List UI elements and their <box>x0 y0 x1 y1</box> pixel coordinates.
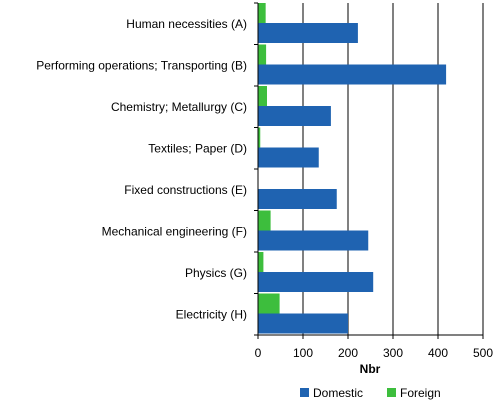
x-tick-label-0: 0 <box>255 346 262 360</box>
bar-foreign-5 <box>258 210 271 231</box>
legend-label-foreign: Foreign <box>400 386 441 400</box>
bar-foreign-7 <box>258 293 280 314</box>
x-tick-label-100: 100 <box>293 346 313 360</box>
bar-foreign-1 <box>258 44 267 65</box>
category-label-7: Electricity (H) <box>176 307 247 321</box>
legend: Domestic Foreign <box>300 386 441 400</box>
bar-domestic-4 <box>258 189 337 209</box>
x-tick-label-400: 400 <box>428 346 448 360</box>
x-tick-label-200: 200 <box>338 346 358 360</box>
bar-domestic-1 <box>258 64 447 85</box>
category-label-0: Human necessities (A) <box>126 17 247 31</box>
bar-domestic-0 <box>258 23 358 43</box>
x-tick-label-500: 500 <box>473 346 493 360</box>
category-labels: Human necessities (A) Performing operatio… <box>36 17 247 322</box>
x-tick-labels: 0 100 200 300 400 500 <box>255 346 494 360</box>
bar-foreign-2 <box>258 86 267 106</box>
legend-label-domestic: Domestic <box>313 386 363 400</box>
category-label-3: Textiles; Paper (D) <box>148 141 247 155</box>
bar-domestic-7 <box>258 313 348 334</box>
category-label-5: Mechanical engineering (F) <box>102 224 247 238</box>
axes <box>254 2 484 339</box>
x-axis-title: Nbr <box>360 362 381 376</box>
legend-swatch-domestic <box>300 388 309 397</box>
bar-foreign-0 <box>258 3 266 23</box>
bar-domestic-5 <box>258 230 369 251</box>
bar-domestic-6 <box>258 272 374 292</box>
bars <box>258 3 447 334</box>
bar-domestic-3 <box>258 147 319 168</box>
category-label-6: Physics (G) <box>185 266 247 280</box>
x-tick-label-300: 300 <box>383 346 403 360</box>
category-label-1: Performing operations; Transporting (B) <box>36 58 247 72</box>
bar-foreign-6 <box>258 252 264 272</box>
bar-foreign-3 <box>258 127 261 148</box>
category-label-2: Chemistry; Metallurgy (C) <box>111 100 247 114</box>
legend-swatch-foreign <box>387 388 396 397</box>
bar-domestic-2 <box>258 106 331 126</box>
category-label-4: Fixed constructions (E) <box>124 183 247 197</box>
